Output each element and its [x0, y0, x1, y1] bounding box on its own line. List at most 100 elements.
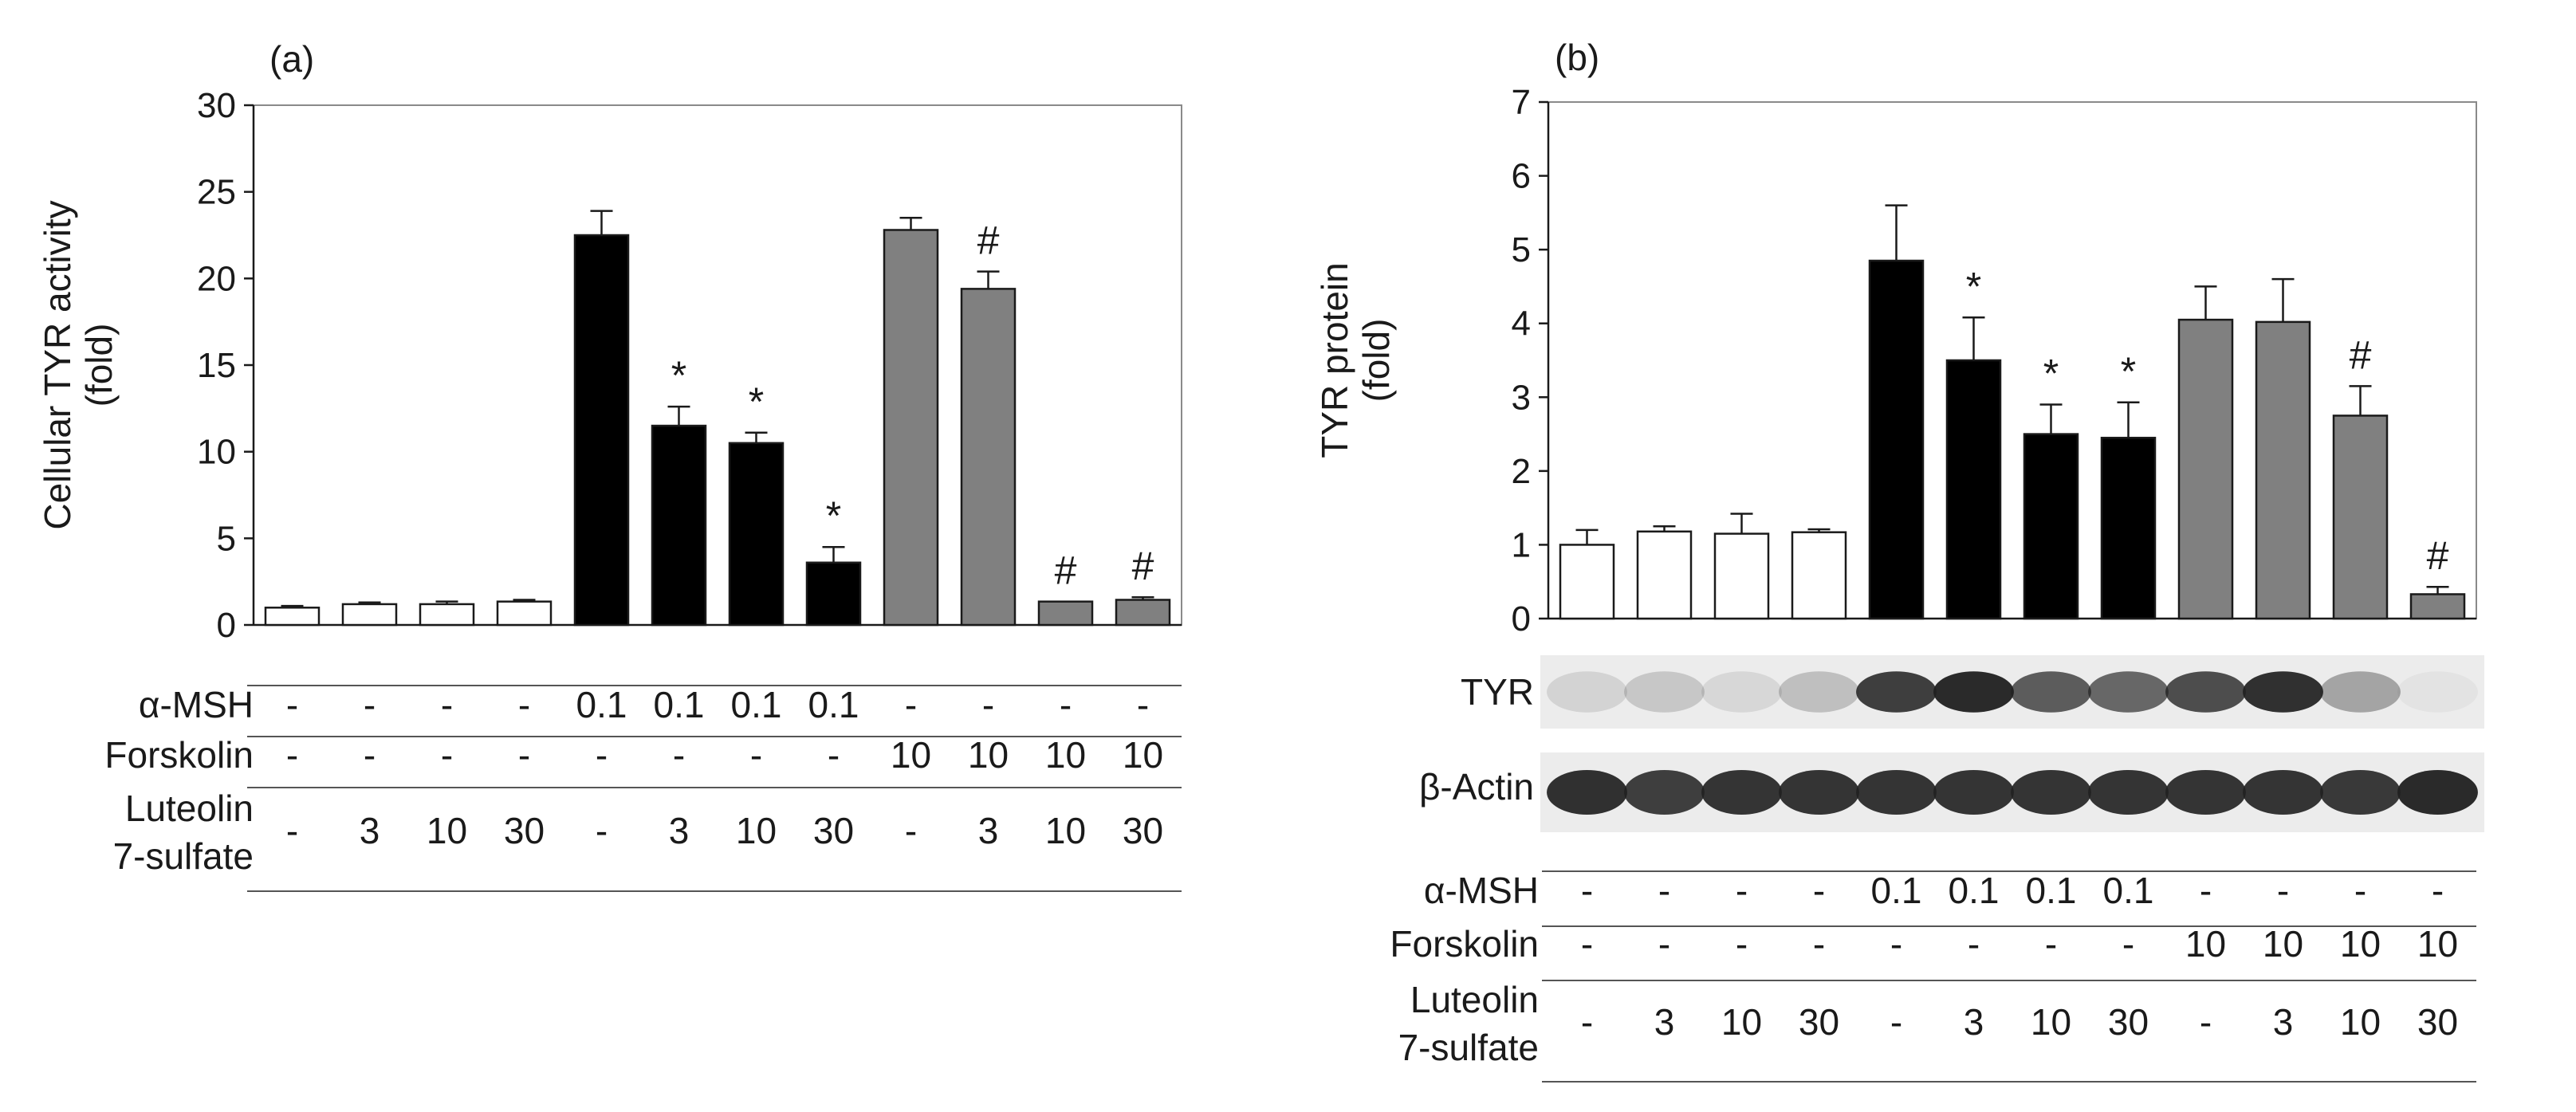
condition-value: 3	[669, 810, 690, 851]
blot-band	[2320, 671, 2401, 713]
panel-label: (b)	[1555, 37, 1599, 78]
blot-band	[2243, 671, 2323, 713]
condition-value: 30	[813, 810, 854, 851]
condition-value: -	[518, 734, 530, 776]
significance-marker: *	[826, 493, 841, 538]
chart-panel-a: (a) 0 5 10 15 20 25 30 Cellular TYR activity(fol…	[37, 38, 1182, 892]
significance-marker: #	[1132, 544, 1154, 588]
y-tick-label: 20	[197, 259, 236, 298]
condition-value: 3	[360, 810, 380, 851]
condition-value: -	[1658, 923, 1670, 965]
significance-marker: *	[671, 353, 686, 398]
condition-label: Luteolin	[125, 788, 254, 829]
condition-value: -	[441, 684, 453, 725]
condition-value: 10	[891, 734, 931, 776]
condition-value: -	[1968, 923, 1980, 965]
y-tick-label: 5	[1512, 230, 1531, 269]
blot-band	[1624, 671, 1705, 713]
y-tick-label: 2	[1512, 452, 1531, 491]
bar	[1115, 599, 1171, 627]
y-axis-title: Cellular TYR activity(fold)	[37, 200, 120, 529]
condition-value: 30	[1799, 1001, 1839, 1043]
condition-value: 10	[1045, 810, 1086, 851]
bar	[419, 603, 475, 627]
y-tick-label: 6	[1512, 157, 1531, 196]
condition-value: -	[1813, 923, 1825, 965]
condition-value: -	[2277, 870, 2289, 911]
plot-frame	[253, 104, 1182, 626]
condition-value: 10	[427, 810, 467, 851]
bar	[264, 607, 321, 627]
condition-value: 0.1	[2026, 870, 2077, 911]
condition-value: -	[1581, 1001, 1593, 1043]
blot-band	[1933, 671, 2014, 713]
condition-value: -	[2432, 870, 2444, 911]
condition-value: -	[1736, 870, 1748, 911]
bar	[1945, 359, 2002, 620]
condition-value: 10	[1123, 734, 1163, 776]
blot-band	[1779, 770, 1859, 815]
significance-marker: *	[1966, 264, 1981, 308]
condition-label: Luteolin	[1410, 979, 1539, 1020]
condition-value: -	[905, 684, 917, 725]
y-axis-title-line: (fold)	[78, 324, 120, 407]
blot-band	[1933, 770, 2014, 815]
panel-label: (a)	[269, 38, 314, 80]
condition-value: 3	[1654, 1001, 1675, 1043]
condition-value: -	[1658, 870, 1670, 911]
y-tick-label: 1	[1512, 525, 1531, 564]
bar	[960, 288, 1017, 627]
condition-value: 30	[2108, 1001, 2149, 1043]
significance-marker: *	[749, 379, 764, 424]
y-axis-title: TYR protein(fold)	[1314, 262, 1397, 458]
y-tick-label: 15	[197, 346, 236, 385]
y-tick-label: 0	[217, 606, 236, 645]
condition-value: 0.1	[2103, 870, 2154, 911]
condition-value: 10	[736, 810, 777, 851]
y-tick-label: 10	[197, 433, 236, 472]
blot-tyr: TYR	[1461, 655, 2484, 729]
blot-band	[2011, 671, 2091, 713]
blot-band	[1624, 770, 1705, 815]
bar	[728, 442, 785, 627]
condition-value: -	[673, 734, 685, 776]
condition-value: 3	[1964, 1001, 1984, 1043]
significance-marker: #	[1055, 548, 1077, 593]
condition-label: 7-sulfate	[1398, 1027, 1539, 1068]
blot-label: β-Actin	[1419, 766, 1534, 807]
blot-band	[2165, 671, 2246, 713]
blot-band	[2165, 770, 2246, 815]
y-tick-label: 3	[1512, 378, 1531, 417]
significance-marker: *	[2043, 352, 2059, 396]
blot-band	[1856, 671, 1937, 713]
bar	[883, 229, 939, 627]
blot-label: TYR	[1461, 671, 1534, 713]
blot-band	[1547, 671, 1627, 713]
condition-value: -	[441, 734, 453, 776]
bar	[805, 561, 862, 627]
condition-value: 10	[2340, 1001, 2381, 1043]
bar	[1791, 531, 1847, 620]
condition-value: 30	[504, 810, 545, 851]
condition-value: -	[828, 734, 840, 776]
condition-value: -	[905, 810, 917, 851]
condition-value: 30	[2417, 1001, 2458, 1043]
condition-label: Forskolin	[1390, 923, 1539, 965]
condition-value: 3	[978, 810, 999, 851]
blot-band	[1547, 770, 1627, 815]
bar	[1713, 532, 1770, 620]
significance-marker: *	[2121, 349, 2136, 394]
blot-actin: β-Actin	[1419, 752, 2484, 832]
y-axis-title-line: TYR protein	[1314, 262, 1355, 458]
condition-value: 0.1	[731, 684, 782, 725]
condition-value: -	[982, 684, 994, 725]
bar	[2332, 415, 2389, 620]
bar	[2177, 318, 2234, 620]
condition-value: 0.1	[808, 684, 859, 725]
condition-value: -	[518, 684, 530, 725]
y-tick-label: 5	[217, 519, 236, 558]
blot-band	[2011, 770, 2091, 815]
bar	[2409, 593, 2466, 620]
y-tick-label: 25	[197, 173, 236, 212]
